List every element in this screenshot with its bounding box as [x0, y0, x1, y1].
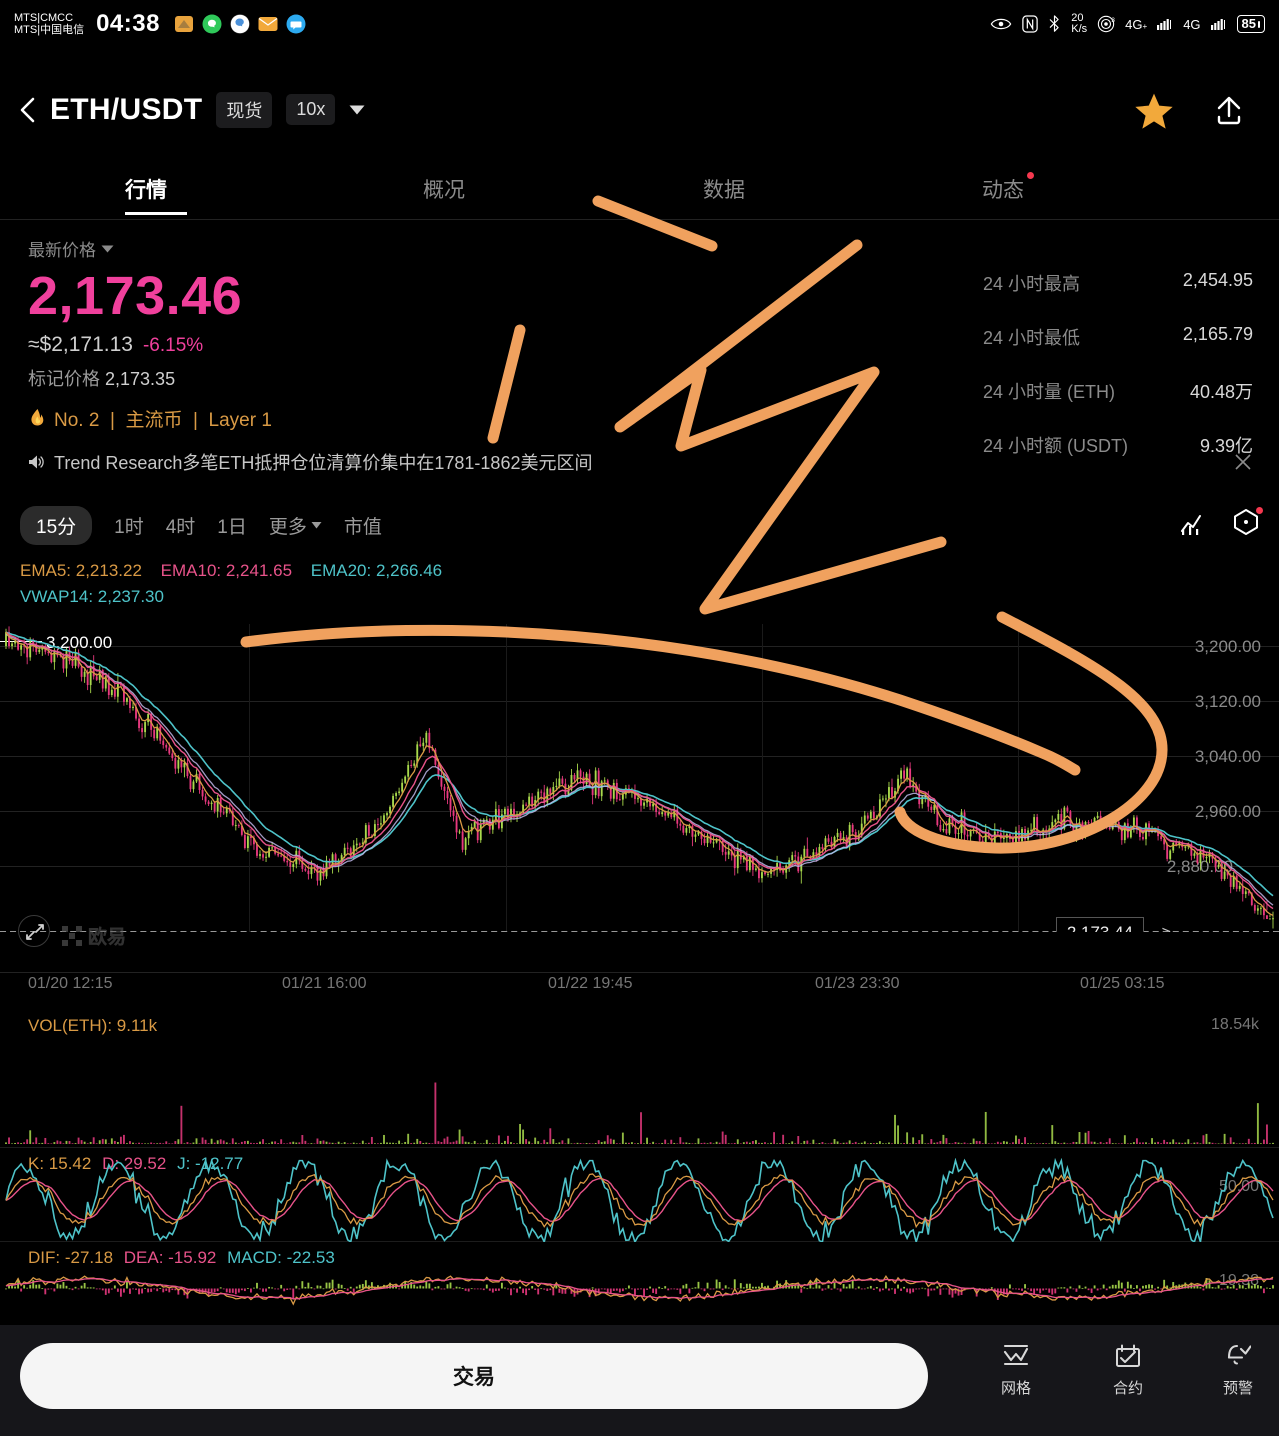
svg-text:3: 3 — [1112, 17, 1116, 24]
